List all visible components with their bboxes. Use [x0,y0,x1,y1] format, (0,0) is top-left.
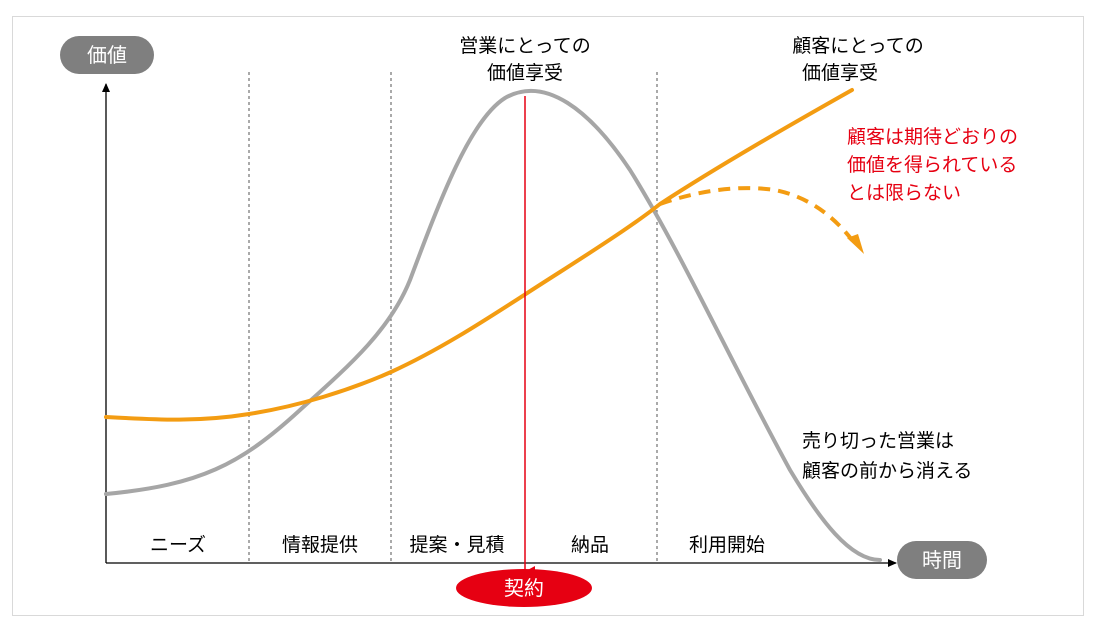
customer-value-annotation: 顧客にとっての 価値享受 [792,35,923,84]
diagram-frame [12,16,1084,616]
customer-warning-line-3: とは限らない [847,182,961,204]
phase-label-usage: 利用開始 [689,534,765,556]
customer-expectation-dashed-curve [659,186,854,242]
customer-value-line-2: 価値享受 [802,62,878,84]
sales-disappear-line-2: 顧客の前から消える [802,460,972,482]
y-axis-label: 価値 [87,43,127,67]
y-axis-label-pill [60,36,154,74]
customer-warning-line-1: 顧客は期待どおりの [847,126,1018,148]
sales-value-line-1: 営業にとっての [459,35,590,57]
contract-label: 契約 [504,576,544,600]
customer-value-line-1: 顧客にとっての [792,35,923,57]
sales-value-line-2: 価値享受 [487,62,563,84]
phase-label-info: 情報提供 [282,534,358,556]
sales-value-curve [104,88,882,562]
phase-labels: ニーズ 情報提供 提案・見積 納品 利用開始 [150,534,765,556]
customer-warning-line-2: 価値を得られている [847,154,1017,176]
sales-value-annotation: 営業にとっての 価値享受 [459,35,590,84]
phase-label-proposal: 提案・見積 [409,534,504,556]
dashed-curve-arrowhead [847,234,864,254]
phase-label-delivery: 納品 [571,534,609,556]
customer-value-curve [104,88,854,422]
customer-warning-annotation: 顧客は期待どおりの 価値を得られている とは限らない [847,126,1018,204]
x-axis-label: 時間 [922,548,962,572]
sales-disappear-line-1: 売り切った営業は [802,430,954,452]
phase-dividers [248,72,658,563]
sales-disappear-annotation: 売り切った営業は 顧客の前から消える [802,430,972,482]
contract-pill [456,569,592,607]
phase-label-needs: ニーズ [150,534,206,556]
x-axis-label-pill [897,541,987,579]
